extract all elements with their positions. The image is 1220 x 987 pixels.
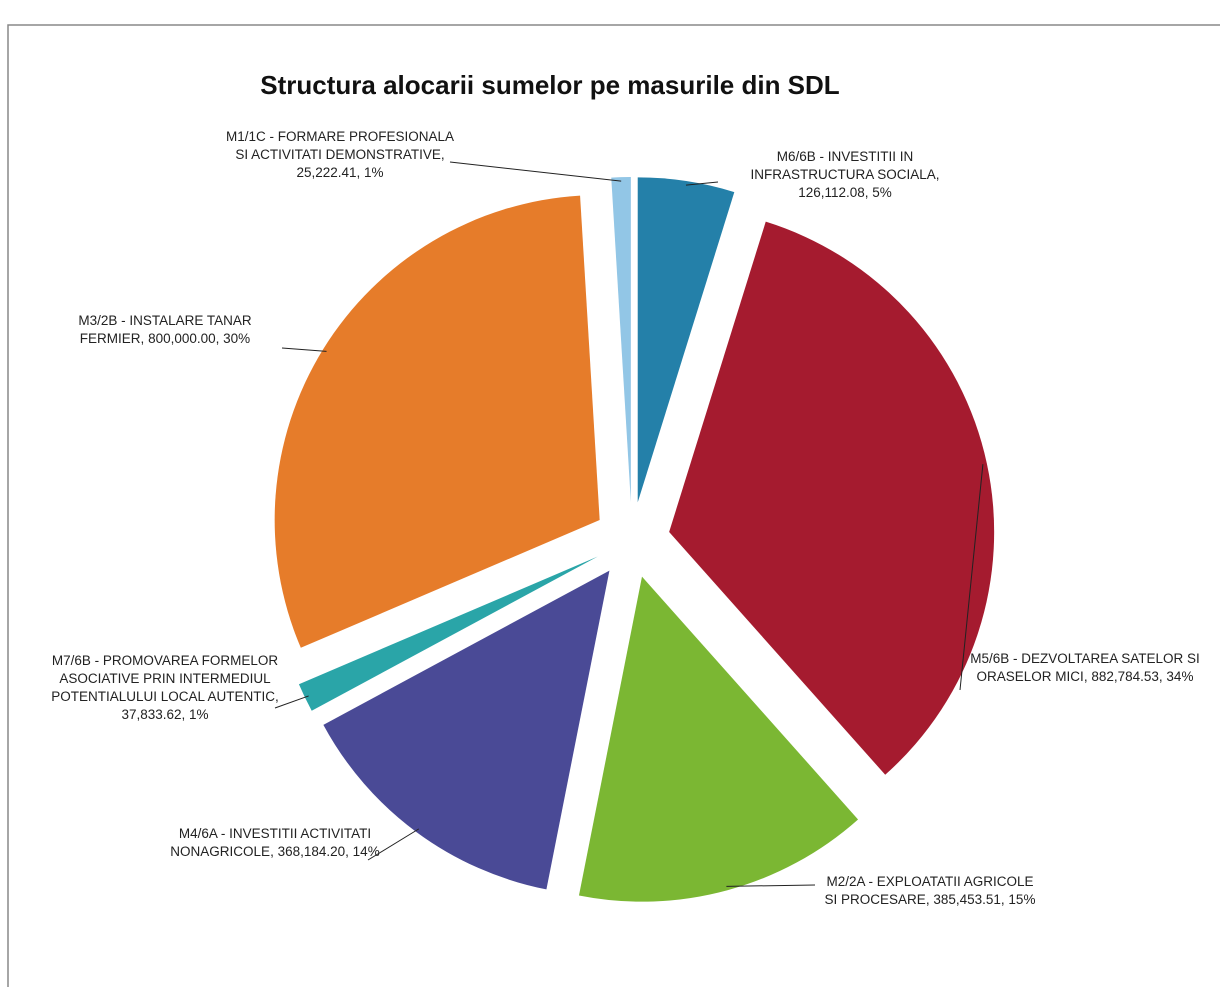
- label-name: M1/1C - FORMARE PROFESIONALA SI ACTIVITA…: [226, 129, 454, 162]
- leader-line: [685, 181, 719, 186]
- data-label: M7/6B - PROMOVAREA FORMELOR ASOCIATIVE P…: [45, 652, 285, 724]
- pie-slice: [669, 221, 995, 775]
- data-label: M4/6A - INVESTITII ACTIVITATI NONAGRICOL…: [145, 825, 405, 861]
- chart-border: [7, 24, 1220, 987]
- label-value: 25,222.41: [296, 165, 364, 180]
- pie-slice: [323, 570, 610, 890]
- leader-line: [959, 464, 984, 691]
- leader-line: [367, 828, 420, 861]
- label-name: M7/6B - PROMOVAREA FORMELOR ASOCIATIVE P…: [51, 653, 279, 704]
- label-percent: 1%: [189, 707, 209, 722]
- pie-slice: [274, 195, 600, 648]
- label-percent: 5%: [872, 185, 892, 200]
- data-label: M3/2B - INSTALARE TANAR FERMIER800,000.0…: [45, 312, 285, 348]
- label-percent: 15%: [1008, 892, 1036, 907]
- leader-line: [726, 884, 816, 887]
- leader-line: [449, 161, 622, 182]
- label-name: M6/6B - INVESTITII IN INFRASTRUCTURA SOC…: [750, 149, 939, 182]
- data-label: M1/1C - FORMARE PROFESIONALA SI ACTIVITA…: [225, 128, 455, 182]
- label-value: 368,184.20: [278, 844, 353, 859]
- label-value: 37,833.62: [121, 707, 189, 722]
- data-label: M6/6B - INVESTITII IN INFRASTRUCTURA SOC…: [730, 148, 960, 202]
- label-percent: 14%: [352, 844, 380, 859]
- chart-title: Structura alocarii sumelor pe masurile d…: [260, 70, 840, 100]
- pie-slice: [298, 556, 598, 711]
- pie-slice: [637, 177, 735, 503]
- label-value: 882,784.53: [1091, 669, 1166, 684]
- label-percent: 1%: [364, 165, 384, 180]
- data-label: M2/2A - EXPLOATATII AGRICOLE SI PROCESAR…: [820, 873, 1040, 909]
- pie-slice: [578, 576, 859, 902]
- leader-line: [274, 695, 309, 709]
- leader-line: [281, 347, 327, 352]
- label-percent: 30%: [223, 331, 251, 346]
- label-value: 800,000.00: [148, 331, 223, 346]
- label-value: 126,112.08: [798, 185, 872, 200]
- data-label: M5/6B - DEZVOLTAREA SATELOR SI ORASELOR …: [970, 650, 1200, 686]
- pie-slice: [611, 177, 631, 503]
- label-value: 385,453.51: [933, 892, 1008, 907]
- label-percent: 34%: [1166, 669, 1194, 684]
